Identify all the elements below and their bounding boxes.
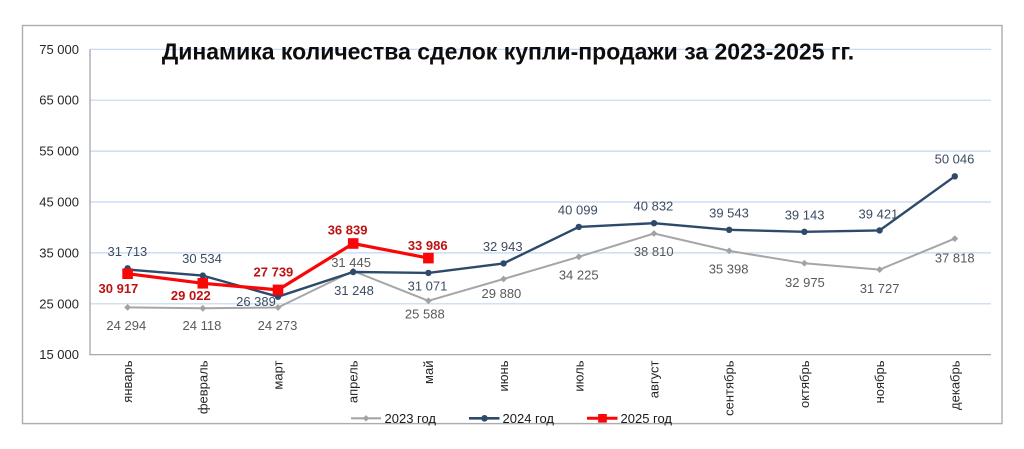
- svg-text:сентябрь: сентябрь: [722, 360, 737, 416]
- svg-text:35 398: 35 398: [709, 261, 749, 276]
- svg-text:45 000: 45 000: [39, 195, 79, 210]
- svg-text:Динамика количества сделок куп: Динамика количества сделок купли-продажи…: [162, 39, 854, 65]
- svg-text:36 839: 36 839: [328, 223, 368, 238]
- svg-text:март: март: [271, 360, 286, 389]
- svg-text:32 975: 32 975: [785, 275, 825, 290]
- svg-text:39 543: 39 543: [709, 206, 749, 221]
- svg-text:2025 год: 2025 год: [621, 411, 673, 426]
- svg-text:февраль: февраль: [195, 360, 210, 414]
- svg-text:25 000: 25 000: [39, 296, 79, 311]
- svg-text:55 000: 55 000: [39, 144, 79, 159]
- svg-text:39 421: 39 421: [859, 206, 899, 221]
- svg-text:15 000: 15 000: [39, 347, 79, 362]
- svg-text:24 294: 24 294: [106, 318, 146, 333]
- svg-text:29 880: 29 880: [482, 286, 522, 301]
- svg-text:апрель: апрель: [346, 360, 361, 403]
- svg-text:29 022: 29 022: [171, 288, 211, 303]
- svg-text:октябрь: октябрь: [797, 360, 812, 408]
- svg-text:31 727: 31 727: [860, 281, 900, 296]
- svg-text:январь: январь: [120, 360, 135, 402]
- svg-text:35 000: 35 000: [39, 245, 79, 260]
- svg-text:июнь: июнь: [496, 360, 511, 391]
- svg-text:65 000: 65 000: [39, 93, 79, 108]
- svg-text:34 225: 34 225: [559, 267, 599, 282]
- svg-text:31 248: 31 248: [334, 283, 374, 298]
- svg-text:май: май: [421, 361, 436, 384]
- svg-text:39 143: 39 143: [785, 207, 825, 222]
- svg-text:27 739: 27 739: [254, 264, 294, 279]
- svg-text:30 534: 30 534: [182, 251, 222, 266]
- svg-text:31 071: 31 071: [408, 279, 448, 294]
- svg-text:24 273: 24 273: [258, 318, 298, 333]
- svg-text:38 810: 38 810: [634, 244, 674, 259]
- svg-text:75 000: 75 000: [39, 42, 79, 57]
- svg-text:август: август: [647, 360, 662, 398]
- svg-text:33 986: 33 986: [408, 238, 448, 253]
- svg-text:40 099: 40 099: [558, 202, 598, 217]
- svg-text:32 943: 32 943: [483, 239, 523, 254]
- svg-text:ноябрь: ноябрь: [872, 360, 887, 403]
- svg-text:30 917: 30 917: [99, 281, 139, 296]
- svg-text:2024 год: 2024 год: [503, 411, 555, 426]
- svg-text:50 046: 50 046: [935, 152, 975, 167]
- svg-text:2023 год: 2023 год: [385, 411, 437, 426]
- svg-text:24 118: 24 118: [183, 318, 222, 333]
- svg-text:31 713: 31 713: [108, 244, 148, 259]
- svg-text:декабрь: декабрь: [947, 360, 962, 410]
- svg-text:37 818: 37 818: [935, 251, 975, 266]
- svg-text:40 832: 40 832: [634, 199, 674, 214]
- svg-text:25 588: 25 588: [405, 307, 445, 322]
- svg-text:31 445: 31 445: [331, 255, 371, 270]
- svg-text:26 389: 26 389: [236, 294, 276, 309]
- svg-text:июль: июль: [571, 360, 586, 391]
